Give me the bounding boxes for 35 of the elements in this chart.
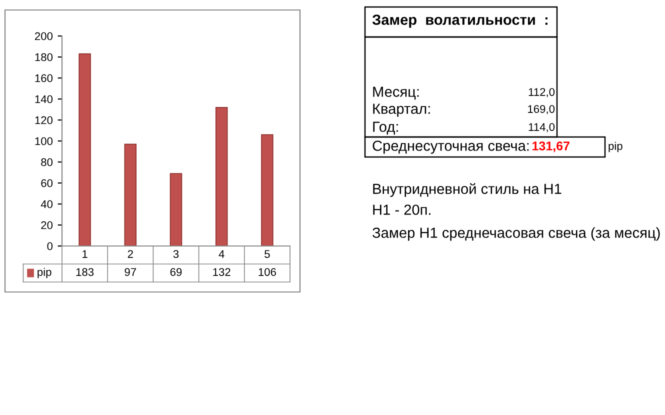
data-label: 69 (170, 268, 182, 276)
x-tick-label: 3 (173, 250, 179, 258)
text: Квартал: (373, 104, 430, 117)
data-label: 97 (124, 268, 136, 276)
y-tick-label: 40 (40, 200, 53, 208)
legend-label: pip (38, 268, 52, 278)
text: 112,0 (528, 88, 555, 98)
y-tick-label: 100 (35, 137, 53, 146)
x-tick-label: 2 (128, 250, 133, 258)
y-tick-label: 20 (41, 221, 53, 230)
y-tick-label: 80 (41, 158, 53, 166)
y-tick-label: 0 (47, 242, 53, 250)
text: Внутридневной стиль на Н1 (373, 183, 562, 197)
text: Н1 - 20п. (373, 204, 430, 215)
data-label: 183 (76, 268, 94, 276)
text: 114,0 (528, 123, 555, 132)
y-tick-label: 160 (35, 74, 53, 82)
text: Замер волатильности : (372, 14, 548, 28)
y-tick-label: 60 (41, 179, 53, 188)
y-tick-label: 140 (35, 95, 53, 104)
text: Год: (373, 122, 398, 135)
text: pip (608, 142, 622, 152)
text: 131,67 (532, 142, 570, 152)
text: 169,0 (528, 105, 555, 114)
y-tick-label: 200 (34, 32, 53, 40)
x-tick-label: 4 (218, 250, 224, 258)
y-tick-label: 180 (35, 53, 53, 62)
x-tick-label: 1 (82, 250, 88, 258)
y-tick-label: 120 (35, 116, 53, 124)
data-label: 132 (213, 268, 230, 276)
text: Замер Н1 среднечасовая свеча (за месяц) (372, 227, 660, 241)
text: Среднесуточная свеча: (372, 140, 529, 154)
data-label: 106 (258, 268, 276, 276)
text: Месяц: (373, 86, 419, 100)
x-tick-label: 5 (264, 250, 270, 258)
